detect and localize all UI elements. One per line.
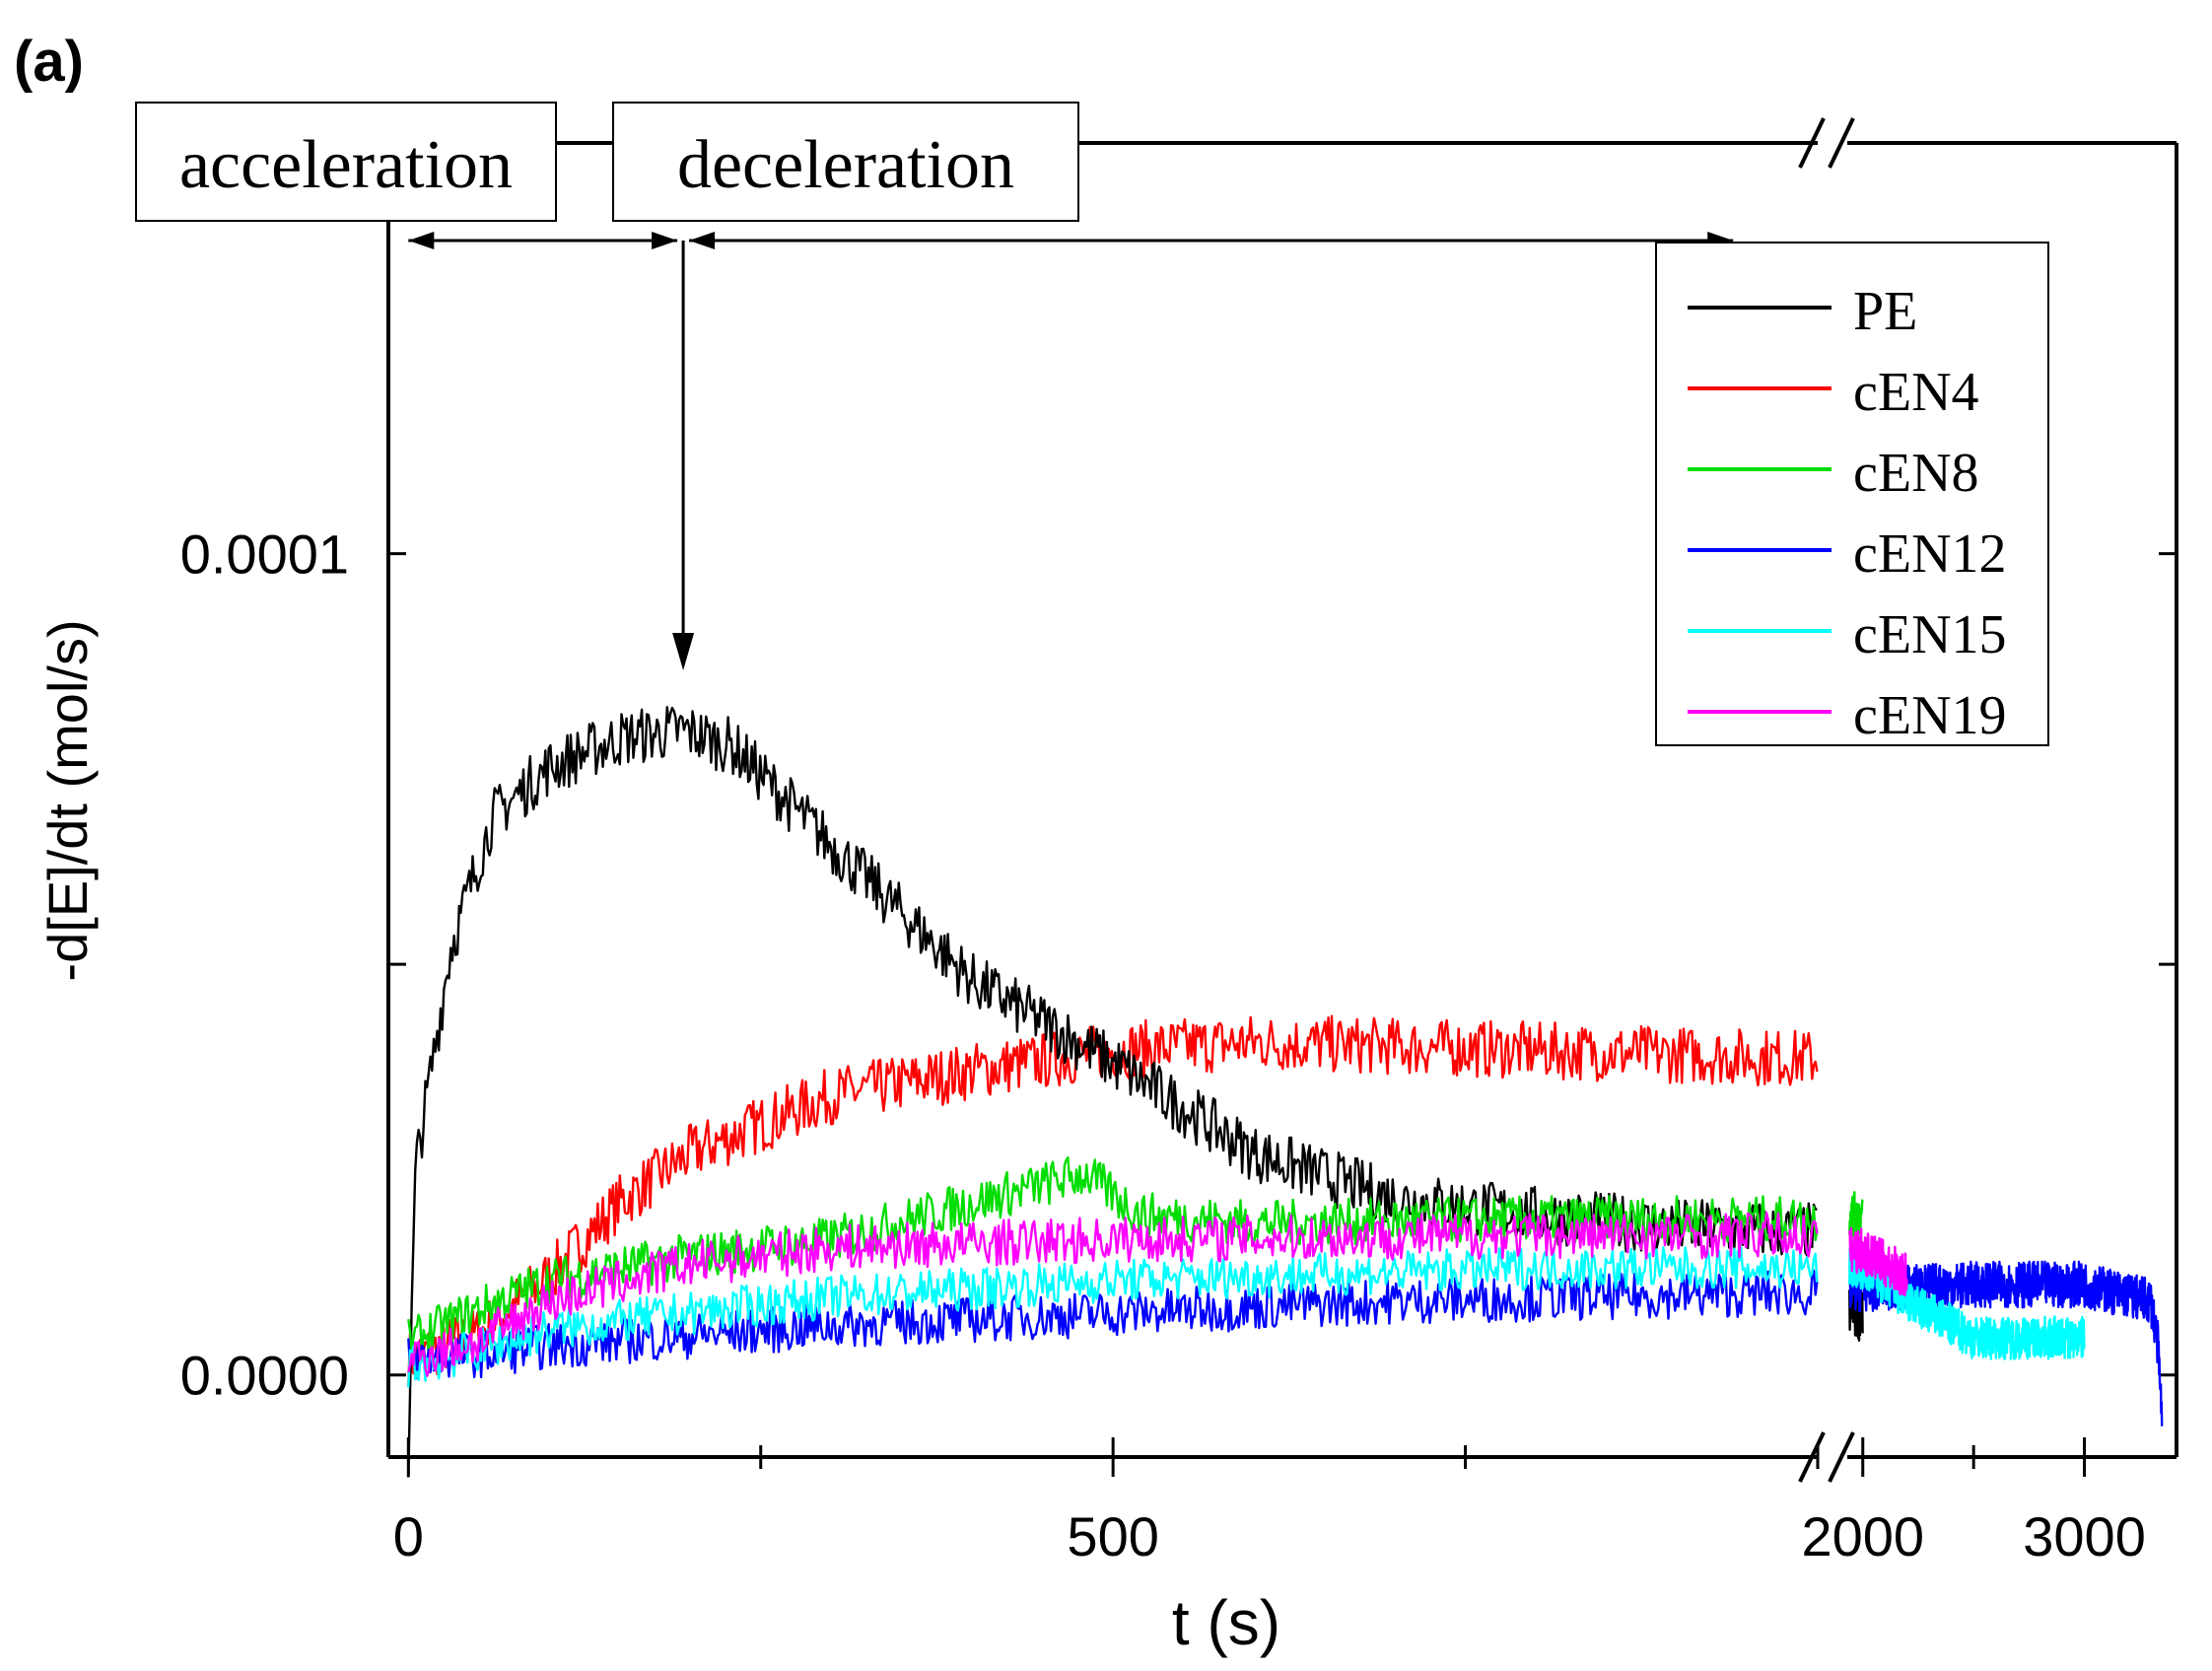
series-line-cen12 <box>407 1269 1819 1380</box>
x-tick-label: 2000 <box>1801 1505 1924 1567</box>
x-tick-label: 500 <box>1067 1505 1158 1567</box>
y-axis-label: -d[E]/dt (mol/s) <box>36 619 99 981</box>
deceleration-arrow-head-left <box>689 232 716 249</box>
acceleration-box <box>135 102 557 222</box>
acceleration-label: acceleration <box>179 127 513 203</box>
panel-label: (a) <box>14 30 84 94</box>
series-line-pe <box>407 706 1818 1478</box>
y-tick-label: 0.0001 <box>180 523 349 586</box>
acceleration-arrow-head-left <box>408 232 435 249</box>
acceleration-arrow-head-right <box>652 232 678 249</box>
axis-break-bottom <box>1798 1431 1855 1483</box>
legend-label-cen12: cEN12 <box>1853 523 2007 585</box>
legend-box <box>1655 242 2049 746</box>
series-line-cen15 <box>407 1246 1819 1388</box>
plot-frame <box>386 141 2178 1459</box>
legend-label-pe: PE <box>1853 281 1917 342</box>
peak-marker-head <box>672 633 695 670</box>
y-tick-label: 0.0000 <box>180 1345 349 1407</box>
legend: PE cEN4 cEN8 cEN12 cEN15 cEN19 <box>1688 281 2007 746</box>
series-line-cen15-seg2 <box>1848 1246 2086 1360</box>
x-tick-label: 3000 <box>2023 1505 2146 1567</box>
x-tick-label: 0 <box>393 1505 424 1567</box>
legend-label-cen15: cEN15 <box>1853 604 2007 665</box>
series-line-cen19 <box>407 1211 1819 1377</box>
legend-label-cen8: cEN8 <box>1853 443 1979 504</box>
series-pe <box>407 706 1864 1478</box>
annotation-arrows <box>408 232 1734 670</box>
series-layer <box>407 706 2164 1478</box>
series-line-cen8 <box>407 1156 1819 1358</box>
legend-label-cen19: cEN19 <box>1853 685 2007 746</box>
x-axis-label: t (s) <box>1172 1587 1280 1658</box>
series-line-cen19-seg2 <box>1848 1226 1908 1297</box>
deceleration-box <box>612 102 1079 222</box>
legend-label-cen4: cEN4 <box>1853 362 1979 423</box>
deceleration-label: deceleration <box>677 127 1014 203</box>
series-cen15 <box>407 1246 2086 1388</box>
series-cen19 <box>407 1211 1908 1377</box>
axis-break-top <box>1798 117 1855 169</box>
